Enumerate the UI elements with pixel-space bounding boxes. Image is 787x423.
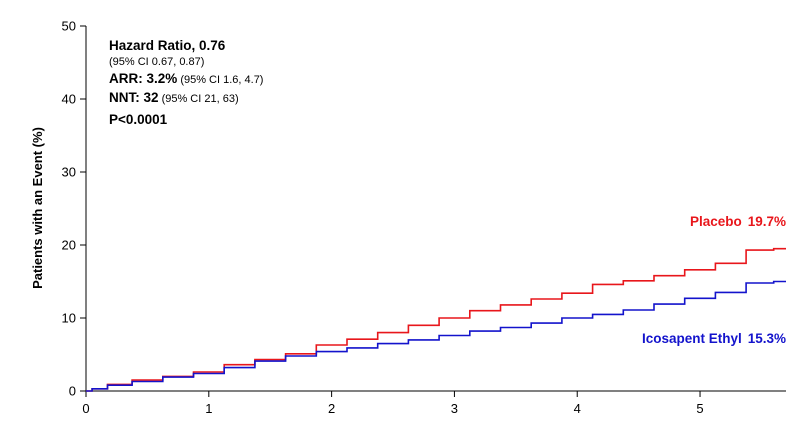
y-tick-label: 30 xyxy=(62,165,76,180)
y-axis-title: Patients with an Event (%) xyxy=(30,127,45,289)
hazard-ratio-ci: (95% CI 0.67, 0.87) xyxy=(109,56,204,68)
series-label-placebo: Placebo 19.7% xyxy=(690,214,786,229)
series-value-placebo: 19.7% xyxy=(748,214,786,229)
x-tick-label: 4 xyxy=(574,401,581,416)
series-name-icosapent-ethyl: Icosapent Ethyl xyxy=(642,331,742,346)
series-label-icosapent-ethyl: Icosapent Ethyl 15.3% xyxy=(642,331,786,346)
y-tick-label: 20 xyxy=(62,238,76,253)
x-tick-label: 2 xyxy=(328,401,335,416)
y-tick-label: 10 xyxy=(62,311,76,326)
nnt-label: NNT: 32 xyxy=(109,90,159,105)
arr-label: ARR: 3.2% xyxy=(109,71,177,86)
x-axis-ticks: 0 1 2 3 4 5 xyxy=(82,391,704,416)
series-value-icosapent-ethyl: 15.3% xyxy=(748,331,786,346)
p-value: P<0.0001 xyxy=(109,112,168,127)
nnt-ci: (95% CI 21, 63) xyxy=(159,93,239,105)
series-name-placebo: Placebo xyxy=(690,214,742,229)
y-tick-label: 50 xyxy=(62,19,76,34)
arr-ci: (95% CI 1.6, 4.7) xyxy=(177,74,263,86)
series-line-placebo xyxy=(86,247,786,392)
x-tick-label: 3 xyxy=(451,401,458,416)
y-tick-label: 40 xyxy=(62,92,76,107)
nnt-annotation: NNT: 32 (95% CI 21, 63) xyxy=(109,90,239,105)
y-axis-ticks: 0 10 20 30 40 50 xyxy=(62,19,86,399)
x-tick-label: 1 xyxy=(205,401,212,416)
y-tick-label: 0 xyxy=(69,384,76,399)
series-line-icosapent-ethyl xyxy=(86,280,786,392)
arr-annotation: ARR: 3.2% (95% CI 1.6, 4.7) xyxy=(109,71,263,86)
hazard-ratio-label: Hazard Ratio, 0.76 xyxy=(109,38,226,53)
x-tick-label: 5 xyxy=(696,401,703,416)
x-tick-label: 0 xyxy=(82,401,89,416)
